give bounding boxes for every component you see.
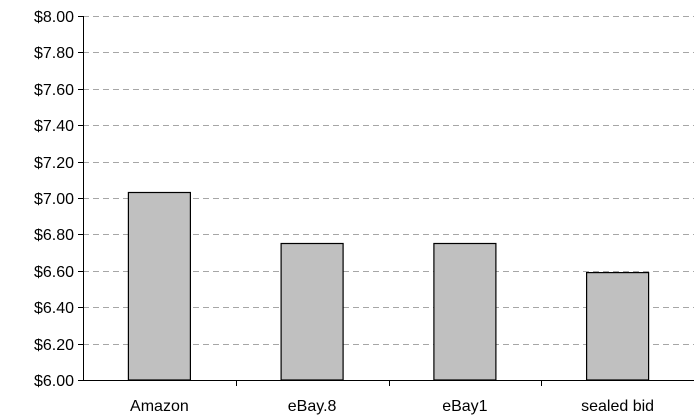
bar-ebay-8 [280, 242, 344, 381]
y-tick-label: $6.20 [34, 337, 74, 354]
x-tick-label: eBay.8 [288, 398, 337, 415]
x-tick-label: eBay1 [442, 398, 487, 415]
y-tick-label: $7.20 [34, 155, 74, 172]
y-tick-labels: $6.00 $6.20 $6.40 $6.60 $6.80 $7.00 $7.20 $7.40… [34, 9, 74, 390]
bar-sealed-bid [585, 272, 650, 381]
y-tick-label: $6.80 [34, 227, 74, 244]
y-tick-label: $6.00 [34, 373, 74, 390]
y-tick-label: $6.60 [34, 264, 74, 281]
x-tick-label: sealed bid [581, 398, 654, 415]
bars [127, 191, 650, 381]
x-tick-label: Amazon [130, 398, 189, 415]
bar-ebay1 [433, 242, 497, 381]
axes [78, 16, 694, 386]
bar-amazon [127, 191, 191, 381]
y-tick-label: $7.00 [34, 191, 74, 208]
y-tick-label: $7.40 [34, 118, 74, 135]
y-tick-label: $7.80 [34, 45, 74, 62]
y-tick-label: $7.60 [34, 82, 74, 99]
y-tick-label: $6.40 [34, 300, 74, 317]
y-tick-label: $8.00 [34, 9, 74, 26]
x-tick-labels: Amazon eBay.8 eBay1 sealed bid [130, 398, 654, 415]
